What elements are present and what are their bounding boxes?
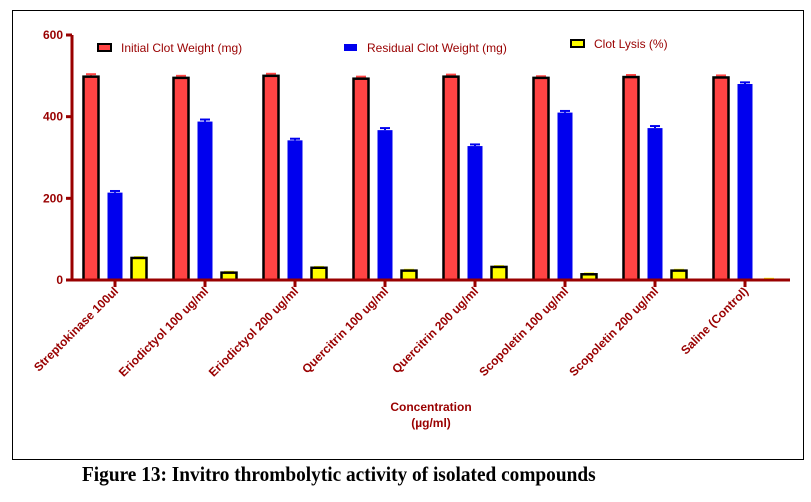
x-axis-title-line-1: Concentration — [390, 400, 471, 414]
bar-residual — [557, 112, 573, 280]
bar-residual — [287, 140, 303, 280]
legend: Initial Clot Weight (mg) Residual Clot We… — [97, 37, 668, 55]
bar-initial — [622, 75, 640, 282]
x-tick-label: Scopoletin 100 ug/ml — [476, 284, 571, 379]
y-tick-label: 600 — [43, 28, 63, 42]
bar-residual — [737, 84, 753, 280]
x-tick-label: Eriodictyol 200 ug/ml — [206, 284, 301, 379]
bar-lysis — [310, 266, 328, 282]
x-tick-label: Quercitrin 200 ug/ml — [389, 284, 481, 376]
bar-residual — [197, 121, 213, 280]
x-tick-label: Quercitrin 100 ug/ml — [299, 284, 391, 376]
y-tick-label: 200 — [43, 191, 63, 205]
bar-initial — [712, 76, 730, 282]
bar-residual — [107, 192, 123, 280]
bars-layer — [82, 72, 777, 282]
bar-initial — [532, 76, 550, 282]
figure-caption: Figure 13: Invitro thrombolytic activity… — [82, 462, 596, 486]
bar-initial — [172, 76, 190, 282]
legend-label: Residual Clot Weight (mg) — [367, 41, 507, 55]
bar-residual — [467, 146, 483, 280]
legend-label: Clot Lysis (%) — [594, 37, 668, 51]
x-tick-label: Streptokinase 100ul — [31, 284, 121, 374]
chart-frame — [12, 10, 804, 460]
legend-label: Initial Clot Weight (mg) — [121, 41, 242, 55]
bar-residual — [377, 130, 393, 280]
bar-lysis — [130, 256, 148, 282]
bar-initial — [442, 75, 460, 282]
legend-swatch-residual — [344, 44, 357, 51]
bar-residual — [647, 128, 663, 280]
bar-lysis — [490, 265, 508, 282]
bar-initial — [352, 77, 370, 282]
legend-swatch-initial — [97, 43, 112, 52]
x-tick-label: Eriodictyol 100 ug/ml — [116, 284, 211, 379]
y-tick-label: 400 — [43, 110, 63, 124]
legend-swatch-lysis — [570, 39, 585, 48]
bar-initial — [82, 75, 100, 282]
y-tick-label: 0 — [56, 273, 63, 287]
bar-initial — [262, 74, 280, 282]
x-tick-label: Saline (Control) — [678, 284, 751, 357]
x-tick-label: Scopoletin 200 ug/ml — [566, 284, 661, 379]
x-axis-title-line-2: (µg/ml) — [411, 416, 451, 430]
